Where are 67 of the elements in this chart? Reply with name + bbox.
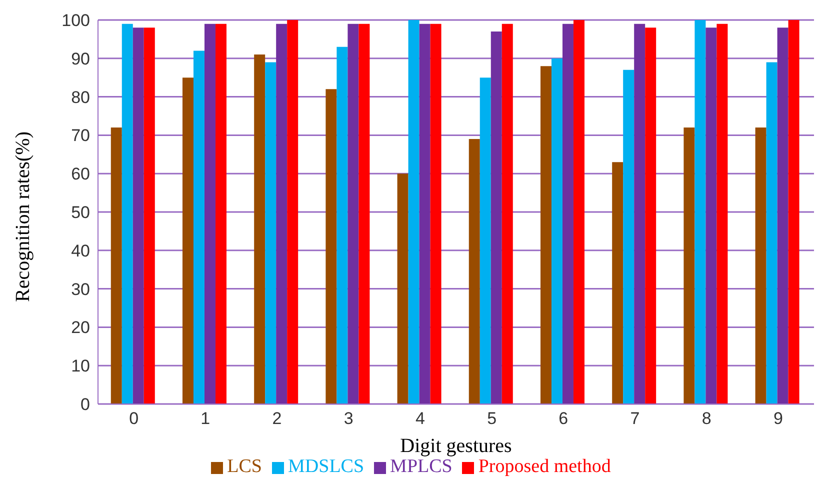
bar (110, 128, 122, 404)
bar (573, 20, 584, 404)
bar (788, 20, 800, 404)
bar (204, 24, 216, 404)
bar (645, 28, 656, 404)
y-tick-label: 80 (71, 88, 90, 107)
bar (623, 70, 634, 404)
legend-label: MDSLCS (288, 456, 364, 477)
y-tick-label: 60 (71, 164, 90, 184)
bar (684, 128, 695, 404)
bar (408, 20, 420, 404)
bar (480, 78, 491, 404)
bar (132, 28, 144, 404)
x-axis-title: Digit gestures (400, 435, 512, 457)
bar (490, 32, 502, 404)
legend-label: MPLCS (390, 456, 452, 477)
y-tick-label: 100 (62, 11, 90, 30)
bar (694, 20, 706, 404)
x-tick-label: 6 (558, 409, 568, 428)
bar (122, 24, 133, 404)
bar (182, 78, 194, 404)
bar (430, 24, 442, 404)
x-tick-label: 7 (630, 409, 640, 428)
x-tick-label: 1 (200, 409, 210, 428)
bar (397, 174, 408, 404)
bar (612, 162, 624, 404)
bar (336, 46, 348, 404)
legend-label: LCS (227, 456, 262, 477)
bar (358, 24, 370, 404)
bar (502, 24, 513, 404)
y-tick-label: 10 (71, 356, 90, 376)
x-tick-label: 2 (272, 409, 282, 428)
y-tick-label: 0 (80, 395, 90, 414)
bar (215, 24, 226, 404)
y-tick-label: 30 (71, 280, 90, 299)
bar (144, 28, 155, 404)
y-axis-title: Recognition rates(%) (12, 132, 34, 302)
bar (193, 50, 204, 404)
x-tick-label: 4 (415, 409, 425, 428)
y-tick-label: 90 (71, 49, 90, 68)
x-tick-label: 9 (773, 409, 783, 428)
x-tick-label: 5 (487, 409, 497, 428)
y-tick-label: 20 (71, 318, 90, 338)
y-tick-label: 70 (71, 126, 90, 146)
bar (419, 24, 430, 404)
bar (634, 24, 646, 404)
bar (348, 24, 359, 404)
y-tick-label: 40 (71, 241, 90, 260)
bar (716, 24, 728, 404)
bar (468, 139, 480, 404)
bar (326, 89, 337, 404)
bar (755, 128, 766, 404)
x-tick-label: 3 (344, 409, 354, 428)
bar (265, 62, 276, 404)
bar (551, 58, 562, 404)
bar (540, 66, 552, 404)
bar (562, 24, 574, 404)
bar (287, 20, 298, 404)
bar (777, 28, 788, 404)
legend-label: Proposed method (478, 456, 611, 477)
bar (254, 54, 266, 404)
y-tick-label: 50 (71, 203, 90, 222)
bar (276, 24, 288, 404)
x-tick-label: 0 (129, 409, 139, 428)
bar (766, 62, 778, 404)
bar (706, 28, 717, 404)
x-tick-label: 8 (702, 409, 712, 428)
